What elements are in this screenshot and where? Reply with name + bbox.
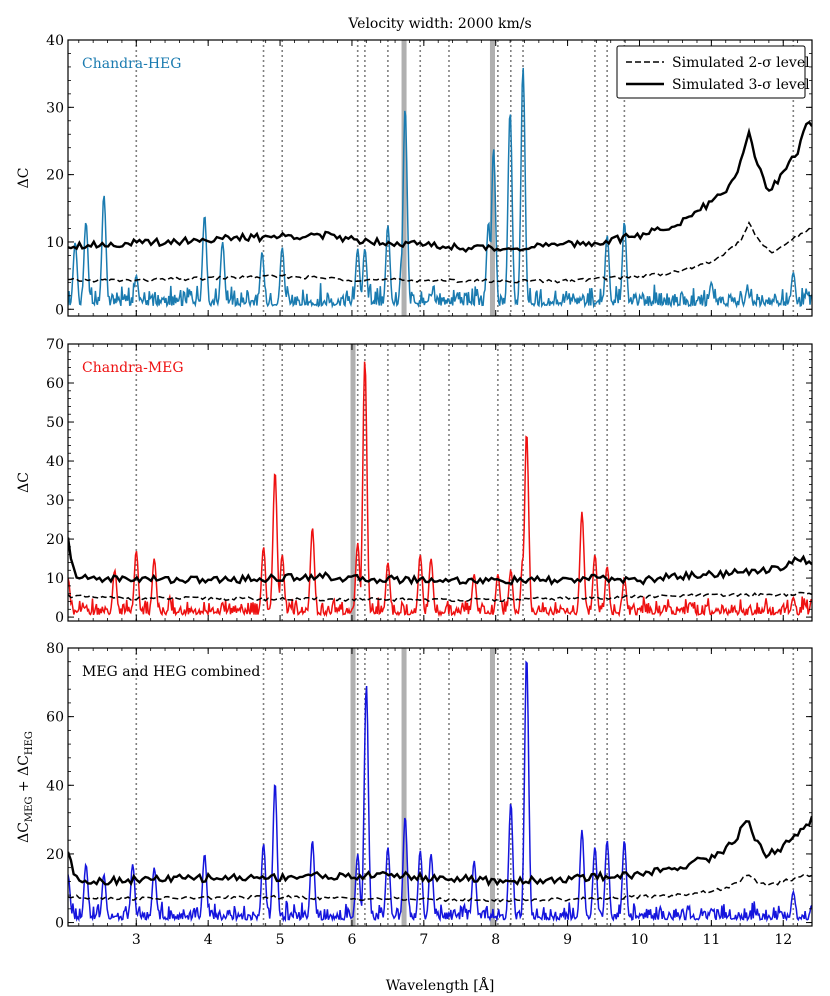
y-tick-label: 50 (46, 415, 64, 431)
y-tick-label: 20 (46, 847, 64, 863)
y-tick-label: 60 (46, 376, 64, 392)
panel-label: Chandra-HEG (82, 56, 181, 72)
sigma2-line (68, 221, 812, 284)
y-tick-label: 40 (46, 778, 64, 794)
sigma3-line (68, 815, 812, 888)
y-axis-label: ΔC (16, 168, 32, 189)
y-tick-label: 60 (46, 710, 64, 726)
x-tick-label: 5 (276, 932, 285, 948)
y-tick-label: 70 (46, 337, 64, 353)
legend: Simulated 2-σ level Simulated 3-σ level (616, 45, 810, 99)
y-tick-label: 30 (46, 493, 64, 509)
shaded-band-1 (350, 648, 356, 926)
x-tick-label: 9 (563, 932, 572, 948)
x-tick-label: 6 (347, 932, 356, 948)
y-tick-label: 0 (55, 916, 64, 932)
shaded-band-2 (401, 648, 407, 926)
panel-1: 0 10 20 30 40 ΔC Chandra-HEG Simulated 2-σ leve… (16, 33, 813, 318)
shaded-band-1 (350, 344, 356, 621)
x-tick-label: 8 (491, 932, 500, 948)
y-tick-label: 40 (46, 454, 64, 470)
sigma3-line (68, 120, 812, 253)
plot-area (68, 648, 812, 926)
y-tick-label: 30 (46, 100, 64, 116)
y-tick-label: 0 (55, 302, 64, 318)
panel-label: Chandra-MEG (82, 360, 184, 376)
shaded-band-1 (401, 40, 407, 316)
y-tick-label: 10 (46, 571, 64, 587)
y-tick-label: 80 (46, 641, 64, 657)
y-tick-label: 20 (46, 532, 64, 548)
x-tick-label: 7 (419, 932, 428, 948)
panel-frame (67, 343, 813, 622)
panel-2: 0 10 20 30 40 50 60 70 ΔC Chandra-MEG (16, 337, 813, 626)
panel-frame (67, 39, 813, 317)
sigma2-line (68, 591, 812, 603)
panel-frame (67, 647, 813, 927)
data-series-line (68, 361, 812, 618)
data-series-line (68, 67, 812, 309)
x-tick-label: 11 (702, 932, 720, 948)
y-tick-label: 20 (46, 168, 64, 184)
y-tick-label: 0 (55, 610, 64, 626)
y-tick-label: 40 (46, 33, 64, 49)
plot-area (68, 344, 812, 621)
legend-entry: Simulated 3-σ level (672, 77, 810, 93)
legend-entry: Simulated 2-σ level (672, 55, 810, 71)
x-axis-label: Wavelength [Å] (386, 976, 495, 994)
x-tick-label: 12 (774, 932, 792, 948)
panel-3: 3 4 5 6 7 8 9 10 11 12 0 20 40 60 80 ΔCMEG + ΔCHEG MEG a… (16, 641, 813, 948)
figure-title: Velocity width: 2000 km/s (347, 16, 531, 32)
x-tick-label: 4 (204, 932, 213, 948)
x-tick-label: 10 (631, 932, 649, 948)
shaded-band-3 (489, 648, 495, 926)
y-axis-label: ΔCMEG + ΔCHEG (16, 731, 35, 843)
y-tick-label: 10 (46, 235, 64, 251)
panel-label: MEG and HEG combined (82, 664, 260, 680)
x-tick-label: 3 (132, 932, 141, 948)
y-axis-label: ΔC (16, 472, 32, 493)
sigma2-line (68, 874, 812, 903)
data-series-line (68, 660, 812, 923)
sigma3-line (68, 537, 812, 586)
